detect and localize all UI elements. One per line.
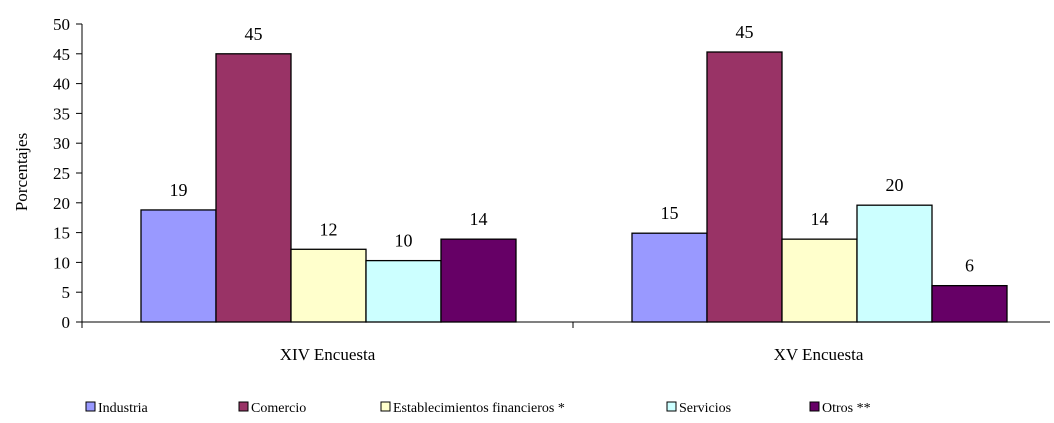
x-category-label: XV Encuesta bbox=[774, 345, 864, 364]
y-tick-label: 10 bbox=[53, 253, 70, 272]
y-tick-label: 45 bbox=[53, 45, 70, 64]
bar-industria bbox=[631, 232, 708, 323]
legend-item: Servicios bbox=[666, 401, 731, 416]
legend-label: Industria bbox=[98, 401, 149, 416]
y-tick-label: 35 bbox=[53, 104, 70, 123]
bar-servicios bbox=[365, 259, 442, 323]
data-label: 14 bbox=[470, 209, 488, 229]
legend-swatch bbox=[238, 401, 249, 412]
legend-label: Servicios bbox=[679, 401, 731, 416]
bar-comercio bbox=[215, 53, 292, 323]
data-label: 15 bbox=[661, 203, 679, 223]
bar-industria bbox=[140, 209, 217, 323]
legend-swatch bbox=[380, 401, 391, 412]
bar-servicios bbox=[856, 204, 933, 323]
legend-label: Comercio bbox=[251, 401, 306, 416]
bar-otros bbox=[440, 238, 517, 323]
legend-label: Establecimientos financieros * bbox=[393, 401, 565, 416]
bar-comercio bbox=[706, 51, 783, 323]
y-tick-label: 50 bbox=[53, 15, 70, 34]
data-labels: 19 15 45 45 12 14 10 20 14 6 bbox=[170, 22, 975, 276]
legend-item: Comercio bbox=[238, 401, 306, 416]
y-tick-label: 5 bbox=[62, 283, 71, 302]
legend-swatch bbox=[809, 401, 820, 412]
y-tick-label: 20 bbox=[53, 194, 70, 213]
legend-label: Otros ** bbox=[822, 401, 871, 416]
y-tick-label: 40 bbox=[53, 75, 70, 94]
x-axis: XIV Encuesta XV Encuesta bbox=[81, 321, 1050, 364]
legend-item: Establecimientos financieros * bbox=[380, 401, 565, 416]
data-label: 12 bbox=[320, 219, 338, 239]
bar-establecimientos-financieros bbox=[290, 248, 367, 323]
data-label: 14 bbox=[811, 209, 829, 229]
legend-swatch bbox=[85, 401, 96, 412]
legend-swatch bbox=[666, 401, 677, 412]
bar-establecimientos-financieros bbox=[781, 238, 858, 323]
data-label: 45 bbox=[736, 22, 754, 42]
y-tick-label: 25 bbox=[53, 164, 70, 183]
data-label: 19 bbox=[170, 180, 188, 200]
y-tick-label: 15 bbox=[53, 224, 70, 243]
x-category-label: XIV Encuesta bbox=[280, 345, 376, 364]
data-label: 45 bbox=[245, 24, 263, 44]
bars bbox=[140, 51, 1008, 323]
legend: Industria Comercio Establecimientos financ… bbox=[85, 401, 871, 416]
y-tick-label: 30 bbox=[53, 134, 70, 153]
data-label: 6 bbox=[965, 256, 974, 276]
y-axis: 0 5 10 15 20 25 30 35 40 45 50 bbox=[53, 15, 83, 332]
y-tick-label: 0 bbox=[62, 313, 71, 332]
legend-item: Otros ** bbox=[809, 401, 871, 416]
data-label: 20 bbox=[886, 175, 904, 195]
y-axis-title: Porcentajes bbox=[12, 133, 31, 211]
legend-item: Industria bbox=[85, 401, 149, 416]
data-label: 10 bbox=[395, 231, 413, 251]
bar-otros bbox=[931, 284, 1008, 323]
